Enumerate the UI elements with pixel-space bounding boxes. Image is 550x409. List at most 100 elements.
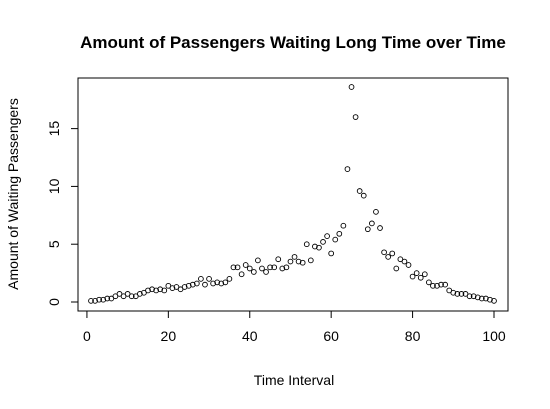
data-point: [153, 287, 159, 294]
data-point: [206, 276, 212, 282]
data-point: [417, 274, 424, 281]
plot-frame: [77, 77, 509, 312]
data-point: [238, 271, 245, 278]
data-point: [141, 289, 147, 296]
data-point: [242, 262, 249, 268]
data-point: [324, 233, 330, 239]
data-point: [458, 291, 465, 297]
data-point: [124, 291, 131, 297]
data-point: [491, 297, 497, 304]
data-point: [185, 282, 192, 289]
data-point: [287, 258, 294, 265]
data-point: [169, 285, 176, 291]
y-axis: 0 5 10 15: [46, 121, 79, 306]
data-point: [210, 280, 216, 287]
data-point: [88, 297, 94, 304]
data-point: [214, 279, 221, 286]
data-point: [409, 273, 416, 280]
data-point: [202, 281, 208, 288]
data-point: [275, 256, 282, 263]
data-point: [271, 264, 278, 271]
data-point: [442, 281, 449, 288]
data-point: [283, 264, 290, 271]
data-point: [250, 269, 257, 275]
data-point: [470, 293, 477, 300]
y-axis-label: Amount of Waiting Passengers: [5, 98, 21, 290]
data-point: [193, 280, 200, 287]
y-tick-label: 5: [46, 240, 62, 248]
data-point: [299, 259, 306, 266]
data-point: [222, 279, 229, 286]
data-point: [157, 286, 164, 293]
data-point: [377, 225, 383, 231]
data-point: [478, 295, 485, 302]
data-point: [385, 254, 392, 260]
data-point: [413, 270, 420, 276]
data-point: [149, 286, 155, 293]
data-point: [344, 166, 351, 172]
data-point: [263, 269, 269, 275]
data-point: [450, 289, 457, 296]
data-point: [108, 295, 115, 302]
data-point: [112, 293, 119, 300]
data-point: [421, 271, 428, 278]
data-point: [267, 264, 273, 271]
data-point: [373, 208, 379, 215]
data-point: [161, 287, 168, 294]
data-point: [128, 293, 135, 300]
data-point: [226, 276, 233, 282]
data-point: [173, 284, 180, 290]
data-point: [165, 282, 172, 289]
data-point: [104, 295, 111, 302]
data-point: [116, 291, 123, 297]
data-point: [356, 188, 363, 194]
data-point: [303, 241, 310, 248]
data-point: [218, 280, 225, 287]
data-point: [405, 262, 412, 268]
data-point: [483, 295, 489, 302]
x-tick-label: 0: [83, 328, 91, 344]
data-point: [352, 114, 359, 120]
data-point: [279, 265, 286, 272]
data-point: [364, 226, 371, 233]
y-tick-label: 0: [46, 298, 62, 306]
data-point: [136, 291, 143, 297]
data-point: [340, 222, 347, 229]
x-axis-label: Time Interval: [254, 372, 334, 388]
data-point: [474, 294, 481, 301]
data-point: [446, 287, 453, 294]
data-point: [389, 250, 396, 257]
data-points: [88, 84, 497, 304]
data-point: [295, 258, 302, 265]
data-point: [198, 276, 204, 282]
data-point: [181, 284, 188, 290]
chart-title: Amount of Passengers Waiting Long Time o…: [80, 33, 506, 52]
data-point: [348, 84, 355, 90]
x-axis: 0 20 40 60 80 100: [83, 310, 506, 344]
data-point: [397, 256, 404, 263]
data-point: [312, 243, 318, 250]
data-point: [328, 250, 335, 257]
data-point: [100, 296, 107, 303]
data-point: [230, 264, 237, 271]
data-point: [434, 282, 440, 289]
x-tick-label: 80: [405, 328, 421, 344]
data-point: [291, 254, 298, 260]
data-point: [320, 239, 326, 245]
data-point: [177, 286, 184, 293]
data-point: [369, 220, 375, 227]
data-point: [234, 264, 241, 271]
data-point: [381, 249, 387, 256]
data-point: [92, 297, 98, 304]
data-point: [430, 282, 436, 289]
x-tick-label: 40: [242, 328, 258, 344]
y-tick-label: 15: [46, 121, 62, 137]
data-point: [132, 293, 139, 300]
data-point: [401, 258, 408, 265]
data-point: [255, 257, 261, 264]
x-tick-label: 100: [482, 328, 506, 344]
data-point: [426, 279, 432, 286]
data-point: [393, 265, 400, 272]
data-point: [454, 291, 461, 297]
